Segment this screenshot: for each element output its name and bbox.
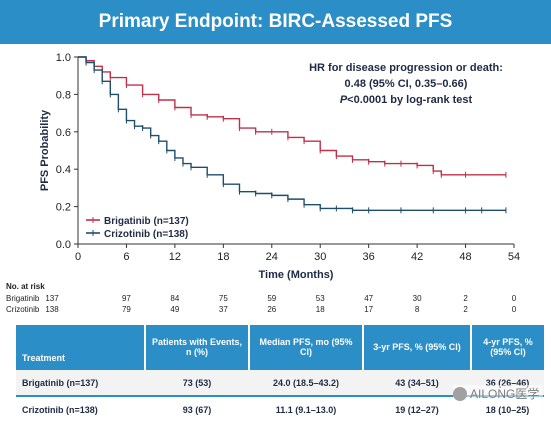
at-risk-count: 0 [511,294,517,303]
at-risk-count: 79 [121,305,131,314]
x-tick-label: 48 [459,251,471,263]
x-tick-label: 12 [169,251,181,263]
cell-events: 93 (67) [145,395,249,422]
hr-line-1: HR for disease progression or death: [309,62,503,74]
at-risk-count: 26 [267,305,277,314]
y-tick-label: 0.4 [56,164,71,176]
at-risk-count: 49 [170,305,180,314]
slide-title: Primary Endpoint: BIRC-Assessed PFS [0,0,551,44]
col-header-median: Median PFS, mo (95% CI) [249,325,364,369]
at-risk-label: Brigatinib [6,294,40,303]
at-risk-count: 17 [364,305,374,314]
table-header-row: Treatment Patients with Events, n (%) Me… [16,325,544,369]
at-risk-count: 59 [267,294,277,303]
at-risk-row: Brigatinib 137 97 84 75 59 53 47 30 2 0 [0,294,551,304]
y-tick-label: 0.6 [56,127,71,139]
at-risk-count: 37 [218,305,228,314]
at-risk-count: 137 [45,294,59,303]
x-tick-label: 42 [411,251,423,263]
series-line-crizotinib [78,56,506,212]
at-risk-count: 84 [170,294,180,303]
cell-median: 24.0 (18.5–43.2) [249,368,363,396]
x-tick-label: 36 [363,251,375,263]
at-risk-count: 8 [414,305,420,314]
col-header-treatment: Treatment [16,325,146,369]
pfs-summary-table: Treatment Patients with Events, n (%) Me… [16,325,544,422]
x-tick-label: 54 [508,251,520,263]
at-risk-count: 2 [463,294,468,303]
at-risk-count: 97 [121,294,131,303]
p-value-text: <0.0001 by log-rank test [347,94,473,106]
legend-label: Brigatinib (n=137) [104,216,189,227]
cell-median: 11.1 (9.1–13.0) [249,395,363,422]
p-symbol: P [339,94,348,106]
cell-treatment: Brigatinib (n=137) [16,368,145,396]
at-risk-count: 138 [45,305,59,314]
col-header-events: Patients with Events, n (%) [145,325,250,369]
watermark: AILONG医学 [453,385,543,402]
at-risk-count: 47 [364,294,374,303]
x-tick-label: 24 [266,251,278,263]
y-tick-label: 0.2 [56,202,71,214]
at-risk-count: 75 [218,294,228,303]
at-risk-count: 53 [315,294,325,303]
col-header-4yr: 4-yr PFS, % (95% CI) [471,325,544,369]
series-line-brigatinib [78,56,506,176]
table-row: Brigatinib (n=137) 73 (53) 24.0 (18.5–43… [16,368,544,396]
at-risk-count: 2 [463,305,468,314]
y-tick-label: 0.8 [56,89,71,101]
at-risk-header: No. at risk [6,282,45,291]
at-risk-count: 0 [511,305,517,314]
cell-treatment: Crizotinib (n=138) [16,395,145,422]
legend-label: Crizotinib (n=138) [104,229,188,240]
x-tick-label: 30 [314,251,326,263]
hr-line-2: 0.48 (95% CI, 0.35–0.66) [344,78,468,90]
km-chart: 0.0 0.2 0.4 0.6 0.8 1.0 0 6 12 18 24 30 36 42 48 54 Time… [39,52,520,281]
hr-line-3: P<0.0001 by log-rank test [300,92,512,108]
at-risk-label: Crizotinib [6,305,40,314]
at-risk-count: 18 [315,305,325,314]
col-header-3yr: 3-yr PFS, % (95% CI) [363,325,472,369]
watermark-text: AILONG医学 [470,387,540,401]
x-tick-label: 6 [123,251,129,263]
y-tick-label: 1.0 [56,52,71,64]
y-axis-label: PFS Probability [39,109,51,191]
at-risk-row: Crizotinib 138 79 49 37 26 18 17 8 2 0 [0,305,551,315]
at-risk-count: 30 [412,294,422,303]
x-tick-label: 0 [75,251,81,263]
x-axis-label: Time (Months) [259,269,334,281]
cell-events: 73 (53) [145,368,249,396]
wechat-icon [453,386,467,401]
x-tick-label: 18 [217,251,229,263]
y-tick-label: 0.0 [56,239,71,251]
hazard-ratio-box: HR for disease progression or death: 0.4… [300,60,512,108]
